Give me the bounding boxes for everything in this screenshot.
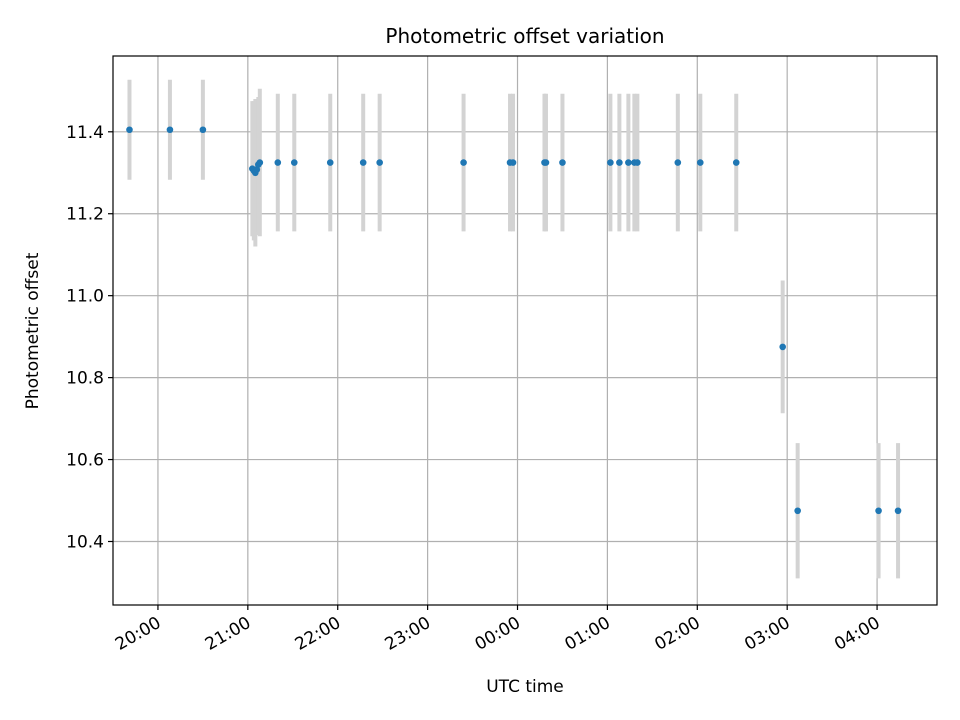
data-point [166, 126, 174, 134]
data-point [616, 159, 623, 166]
y-axis-label: Photometric offset [23, 252, 43, 409]
data-point [359, 159, 367, 166]
y-tick-label: 10.4 [66, 532, 104, 552]
data-point [779, 343, 786, 351]
data-point [199, 126, 207, 134]
data-point [607, 159, 614, 166]
data-point [794, 507, 801, 515]
x-axis-label: UTC time [486, 677, 564, 697]
plot-area [113, 56, 937, 605]
data-points [126, 126, 902, 515]
data-point [126, 126, 133, 134]
data-point [256, 159, 264, 166]
data-point [625, 159, 632, 166]
data-point [732, 159, 740, 166]
data-point [326, 159, 334, 166]
data-point [376, 159, 383, 166]
data-point [674, 159, 682, 166]
data-point [894, 507, 902, 515]
data-point [559, 159, 566, 166]
y-axis-ticks: 10.4 10.6 10.8 11.0 11.2 11.4 [66, 123, 113, 552]
chart-title: Photometric offset variation [385, 24, 664, 48]
data-point [274, 159, 282, 166]
y-tick-label: 11.2 [66, 205, 104, 225]
plot-frame [112, 55, 938, 606]
data-point [460, 159, 467, 166]
data-point [542, 159, 550, 166]
y-tick-label: 11.0 [66, 287, 104, 307]
data-point [875, 507, 882, 515]
data-point [509, 159, 517, 166]
data-point [634, 159, 641, 166]
y-tick-label: 10.8 [66, 369, 104, 389]
data-point [696, 159, 704, 166]
y-tick-label: 11.4 [66, 123, 104, 143]
y-tick-label: 10.6 [66, 451, 104, 471]
data-point [290, 159, 298, 166]
